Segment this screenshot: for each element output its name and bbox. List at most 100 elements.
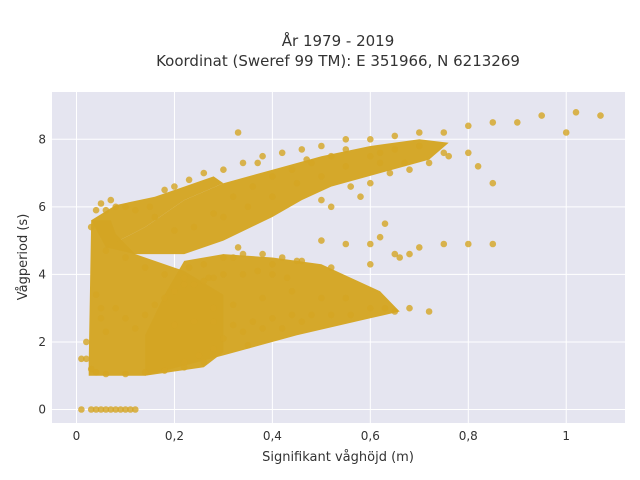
data-point	[180, 281, 188, 288]
data-point	[102, 206, 110, 214]
data-point	[425, 159, 433, 167]
data-point	[78, 406, 85, 413]
data-point	[376, 149, 384, 157]
data-point	[416, 129, 423, 136]
data-point	[254, 267, 261, 275]
data-point	[278, 149, 286, 157]
data-point	[327, 264, 335, 271]
data-point	[102, 406, 110, 413]
data-point	[269, 193, 276, 200]
chart-subtitle: Koordinat (Sweref 99 TM): E 351966, N 62…	[156, 52, 520, 70]
data-point	[367, 179, 374, 187]
data-point	[141, 369, 149, 376]
data-point	[298, 257, 306, 265]
x-tick-label: 0,6	[361, 429, 380, 443]
data-point	[190, 281, 198, 288]
data-point	[406, 166, 413, 173]
data-point	[342, 136, 350, 143]
data-point	[97, 315, 105, 322]
data-point	[381, 220, 389, 227]
data-point	[298, 318, 306, 326]
data-point	[141, 264, 149, 271]
data-point	[210, 304, 217, 312]
data-point	[92, 291, 100, 299]
data-point	[132, 206, 139, 214]
data-point	[465, 240, 472, 248]
data-point	[171, 183, 178, 190]
data-point	[342, 146, 350, 153]
x-tick-label: 0,4	[263, 429, 282, 443]
data-point	[97, 200, 105, 207]
data-point	[376, 159, 384, 167]
data-point	[308, 159, 315, 167]
data-point	[229, 254, 237, 261]
data-point	[259, 250, 266, 258]
x-tick-label: 0,2	[165, 429, 184, 443]
data-point	[244, 203, 252, 211]
data-point	[234, 129, 242, 136]
data-point	[440, 149, 448, 157]
data-point	[538, 112, 545, 119]
data-point	[229, 301, 237, 309]
data-point	[416, 142, 423, 150]
data-point	[220, 213, 227, 221]
data-point	[112, 304, 119, 312]
data-point	[180, 364, 188, 371]
data-point	[200, 277, 208, 285]
data-point	[269, 173, 276, 180]
y-axis-title: Vågperiod (s)	[16, 214, 31, 301]
data-point	[210, 345, 217, 353]
data-point	[347, 183, 355, 190]
data-point	[185, 264, 193, 271]
data-point	[440, 129, 448, 136]
data-point	[318, 142, 325, 150]
data-point	[416, 244, 423, 251]
data-point	[239, 271, 247, 278]
data-point	[269, 261, 276, 268]
data-point	[161, 367, 168, 374]
data-point	[474, 163, 482, 170]
data-point	[288, 166, 296, 173]
data-point	[298, 146, 306, 153]
data-point	[425, 308, 433, 315]
data-point	[122, 203, 129, 211]
data-point	[259, 325, 266, 332]
data-point	[303, 156, 311, 163]
data-point	[220, 254, 227, 261]
data-point	[278, 325, 286, 332]
data-point	[367, 136, 374, 143]
data-point	[200, 169, 208, 177]
data-point	[117, 406, 124, 413]
data-point	[367, 304, 374, 312]
data-point	[161, 294, 168, 302]
data-point	[259, 294, 266, 302]
data-point	[122, 254, 129, 261]
y-tick-label: 0	[38, 402, 46, 416]
data-point	[386, 169, 394, 177]
y-tick-label: 2	[38, 335, 46, 349]
data-point	[249, 318, 257, 326]
data-point	[367, 152, 374, 160]
data-point	[514, 119, 521, 126]
data-point	[180, 358, 188, 366]
data-point	[391, 250, 399, 258]
tick-labels: 0 0,2 0,4 0,6 0,8 1 0 2 4 6 8	[38, 132, 570, 443]
data-point	[92, 406, 100, 413]
data-point	[102, 247, 110, 254]
data-point	[229, 321, 237, 329]
data-point	[440, 240, 448, 248]
data-point	[87, 365, 95, 373]
data-point	[259, 152, 266, 160]
data-point	[190, 223, 198, 231]
data-point	[597, 112, 604, 119]
data-point	[185, 176, 193, 184]
data-point	[220, 271, 227, 278]
data-point	[239, 250, 247, 258]
data-point	[391, 132, 399, 140]
data-point	[342, 294, 350, 302]
data-point	[83, 338, 90, 346]
data-point	[87, 406, 95, 413]
data-point	[288, 288, 296, 295]
data-point	[210, 210, 217, 217]
